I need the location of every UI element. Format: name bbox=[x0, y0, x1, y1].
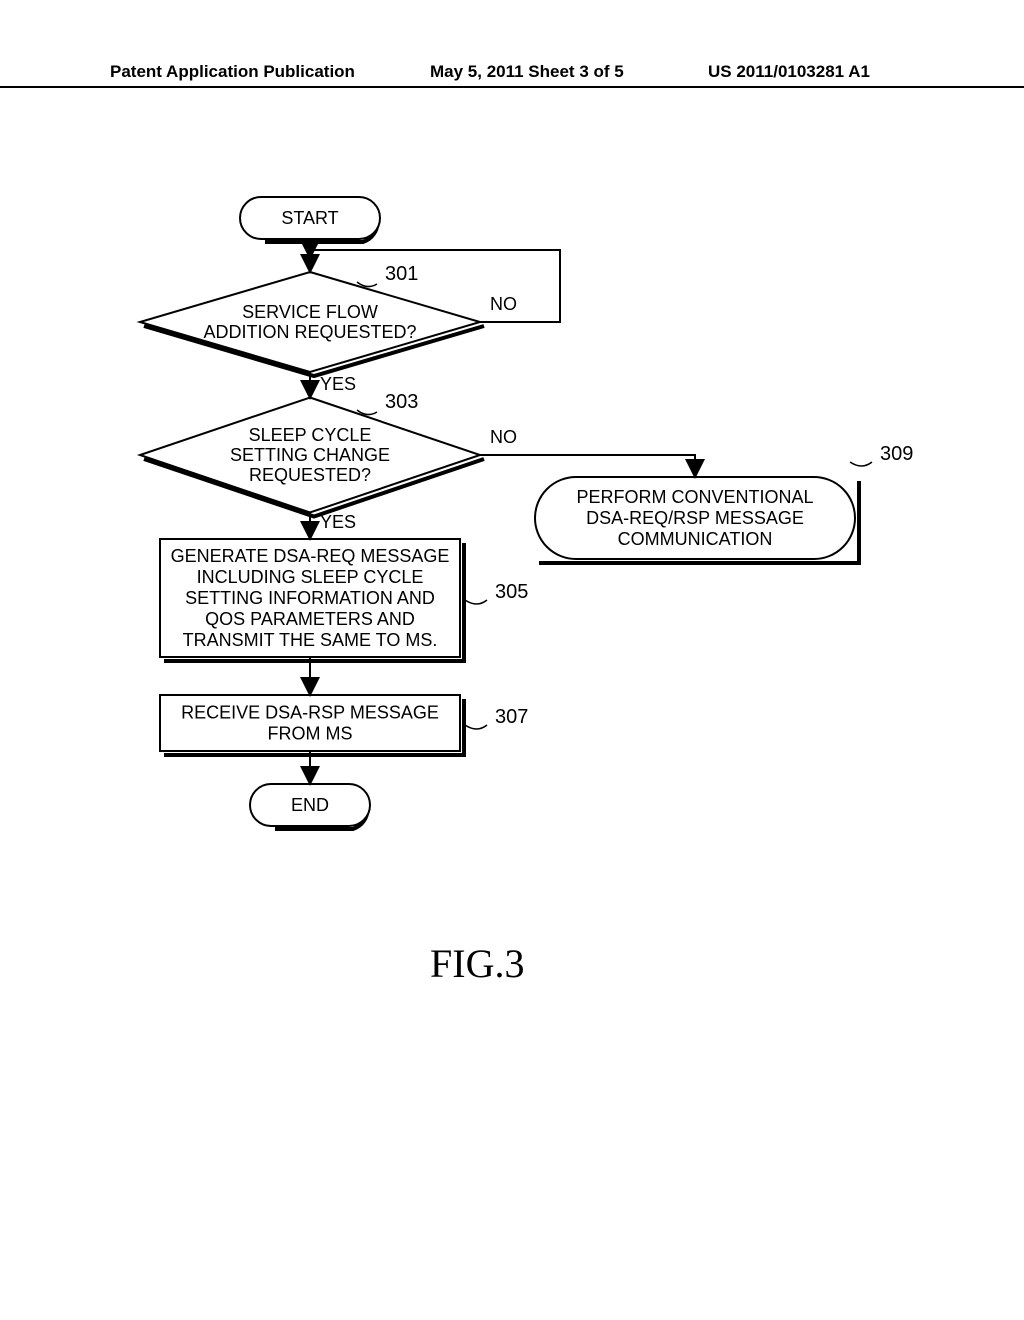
svg-text:FROM MS: FROM MS bbox=[268, 724, 353, 744]
svg-text:TRANSMIT THE SAME TO MS.: TRANSMIT THE SAME TO MS. bbox=[183, 630, 438, 650]
svg-text:GENERATE DSA-REQ MESSAGE: GENERATE DSA-REQ MESSAGE bbox=[171, 546, 450, 566]
svg-text:SETTING CHANGE: SETTING CHANGE bbox=[230, 445, 390, 465]
svg-text:NO: NO bbox=[490, 294, 517, 314]
svg-text:305: 305 bbox=[495, 581, 528, 603]
svg-text:QOS PARAMETERS AND: QOS PARAMETERS AND bbox=[205, 609, 415, 629]
svg-text:NO: NO bbox=[490, 427, 517, 447]
svg-text:INCLUDING SLEEP CYCLE: INCLUDING SLEEP CYCLE bbox=[197, 567, 424, 587]
svg-text:ADDITION REQUESTED?: ADDITION REQUESTED? bbox=[203, 322, 416, 342]
flowchart-svg: START SERVICE FLOWADDITION REQUESTED? 301 S… bbox=[0, 0, 1024, 1320]
svg-text:301: 301 bbox=[385, 263, 418, 285]
svg-text:YES: YES bbox=[320, 512, 356, 532]
svg-text:303: 303 bbox=[385, 391, 418, 413]
figure-label: FIG.3 bbox=[430, 940, 524, 987]
svg-text:DSA-REQ/RSP MESSAGE: DSA-REQ/RSP MESSAGE bbox=[586, 508, 804, 528]
svg-text:SERVICE FLOW: SERVICE FLOW bbox=[242, 302, 378, 322]
svg-text:309: 309 bbox=[880, 443, 913, 465]
svg-text:START: START bbox=[281, 208, 338, 228]
svg-text:RECEIVE DSA-RSP MESSAGE: RECEIVE DSA-RSP MESSAGE bbox=[181, 703, 439, 723]
svg-text:YES: YES bbox=[320, 374, 356, 394]
svg-text:SETTING INFORMATION AND: SETTING INFORMATION AND bbox=[185, 588, 435, 608]
svg-text:REQUESTED?: REQUESTED? bbox=[249, 465, 371, 485]
svg-text:END: END bbox=[291, 795, 329, 815]
svg-text:307: 307 bbox=[495, 706, 528, 728]
svg-text:PERFORM CONVENTIONAL: PERFORM CONVENTIONAL bbox=[576, 487, 813, 507]
svg-text:COMMUNICATION: COMMUNICATION bbox=[618, 529, 773, 549]
svg-text:SLEEP CYCLE: SLEEP CYCLE bbox=[249, 425, 372, 445]
